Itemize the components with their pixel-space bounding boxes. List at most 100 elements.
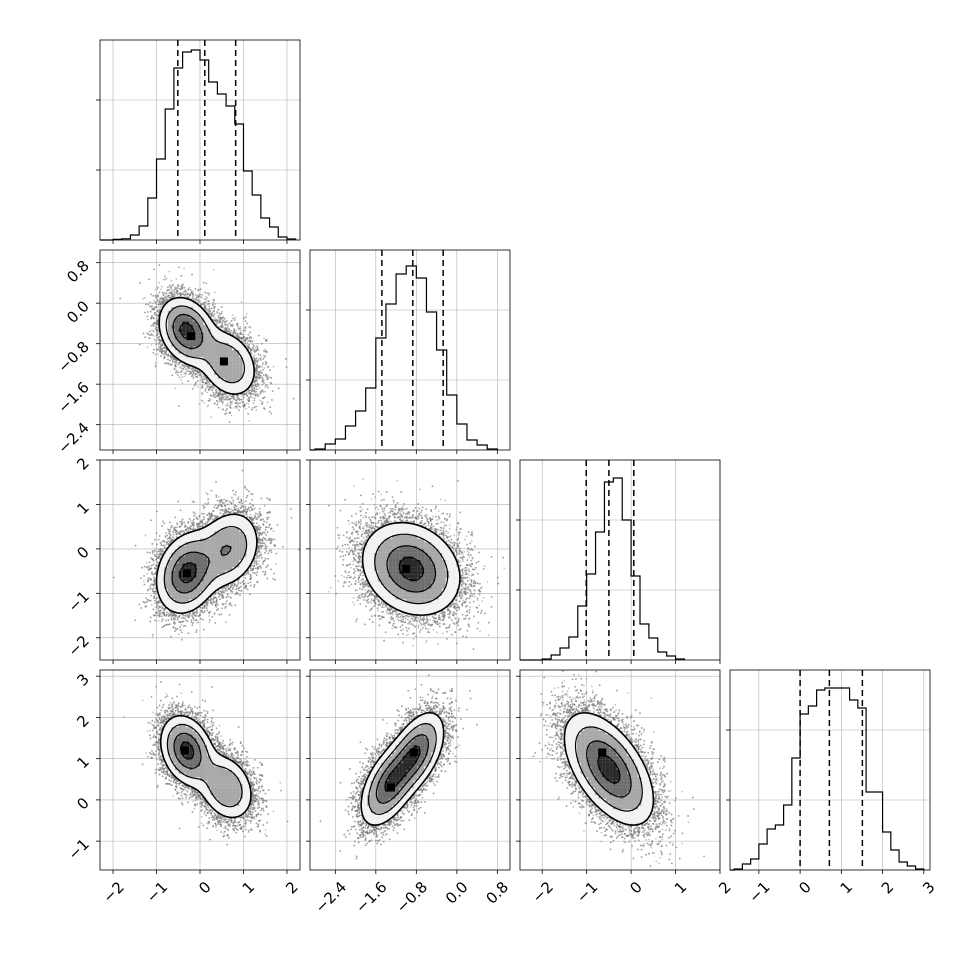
scatter-point xyxy=(218,392,221,395)
scatter-point xyxy=(160,298,163,301)
scatter-point xyxy=(152,558,154,561)
scatter-point xyxy=(161,620,164,622)
scatter-point xyxy=(184,293,187,296)
scatter-point xyxy=(180,621,182,624)
scatter-point xyxy=(162,300,164,303)
density-cell xyxy=(239,364,243,368)
scatter-point xyxy=(228,511,231,514)
scatter-point xyxy=(195,611,198,614)
scatter-point xyxy=(169,355,172,357)
scatter-point xyxy=(248,346,250,349)
scatter-point xyxy=(208,302,210,305)
scatter-point xyxy=(221,400,223,403)
scatter-point xyxy=(219,320,221,323)
scatter-point xyxy=(216,310,219,313)
scatter-point xyxy=(226,320,229,322)
scatter-point xyxy=(220,613,223,616)
scatter-point xyxy=(155,564,157,567)
scatter-point xyxy=(202,375,205,378)
scatter-point xyxy=(245,586,247,589)
scatter-point xyxy=(170,539,173,542)
density-cell xyxy=(224,389,229,393)
scatter-point xyxy=(233,328,236,331)
scatter-point xyxy=(173,529,176,532)
scatter-point xyxy=(265,521,268,524)
scatter-point xyxy=(228,328,230,330)
scatter-point xyxy=(145,561,148,564)
scatter-point xyxy=(217,592,220,595)
scatter-point xyxy=(180,292,183,295)
scatter-point xyxy=(219,499,222,502)
scatter-point xyxy=(213,305,215,308)
density-cell xyxy=(189,321,193,326)
scatter-point xyxy=(238,336,241,339)
scatter-point xyxy=(203,297,206,300)
scatter-point xyxy=(253,397,256,400)
scatter-point xyxy=(163,545,166,547)
scatter-point xyxy=(158,555,160,558)
scatter-point xyxy=(156,314,159,317)
scatter-point xyxy=(240,398,243,401)
histogram-frame xyxy=(99,39,301,241)
scatter-point xyxy=(155,326,158,329)
scatter-point xyxy=(234,332,237,335)
scatter-point xyxy=(222,591,225,594)
scatter-point xyxy=(145,303,147,306)
scatter-point xyxy=(152,560,155,562)
density-cell xyxy=(196,339,201,343)
scatter-point xyxy=(154,301,157,304)
scatter-point xyxy=(254,572,256,574)
scatter-point xyxy=(210,307,213,310)
scatter-point xyxy=(147,566,149,569)
scatter-point xyxy=(181,520,183,523)
scatter-point xyxy=(197,527,199,530)
scatter-point xyxy=(173,289,176,291)
scatter-point xyxy=(155,567,157,570)
scatter-point xyxy=(198,295,200,298)
scatter-point xyxy=(207,310,210,312)
scatter-point xyxy=(241,469,244,472)
scatter-point xyxy=(229,596,232,599)
scatter-point xyxy=(178,615,180,618)
scatter-point xyxy=(231,395,234,398)
scatter-point xyxy=(156,561,158,564)
scatter-point xyxy=(221,394,224,397)
density-cell xyxy=(196,328,201,333)
scatter-point xyxy=(190,522,193,525)
scatter-point xyxy=(153,321,156,324)
scatter-point xyxy=(221,310,224,313)
density-cell xyxy=(232,367,236,372)
scatter-point xyxy=(221,324,224,327)
density-cell xyxy=(242,378,247,383)
scatter-point xyxy=(257,376,259,379)
scatter-point xyxy=(211,314,214,317)
scatter-point xyxy=(246,322,249,325)
scatter-point xyxy=(170,279,173,282)
scatter-point xyxy=(163,356,166,358)
scatter-point xyxy=(205,382,208,385)
scatter-point xyxy=(255,372,258,375)
scatter-point xyxy=(162,293,165,296)
scatter-point xyxy=(267,552,270,555)
scatter-point xyxy=(206,405,209,408)
scatter-point xyxy=(179,288,182,291)
scatter-point xyxy=(203,603,206,606)
scatter-point xyxy=(206,603,209,606)
scatter-point xyxy=(203,605,206,608)
scatter-point xyxy=(176,359,178,362)
scatter-point xyxy=(167,619,170,622)
scatter-point xyxy=(236,332,239,335)
scatter-point xyxy=(261,532,264,535)
density-cell xyxy=(210,371,215,376)
scatter-point xyxy=(249,516,251,519)
scatter-point xyxy=(155,326,158,329)
scatter-point xyxy=(166,353,169,356)
scatter-point xyxy=(175,536,178,539)
scatter-point xyxy=(244,577,247,579)
scatter-point xyxy=(151,324,153,327)
scatter-point xyxy=(163,278,166,281)
scatter-point xyxy=(244,510,246,512)
scatter-point xyxy=(257,376,259,379)
scatter-point xyxy=(192,612,195,615)
scatter-point xyxy=(208,383,211,386)
